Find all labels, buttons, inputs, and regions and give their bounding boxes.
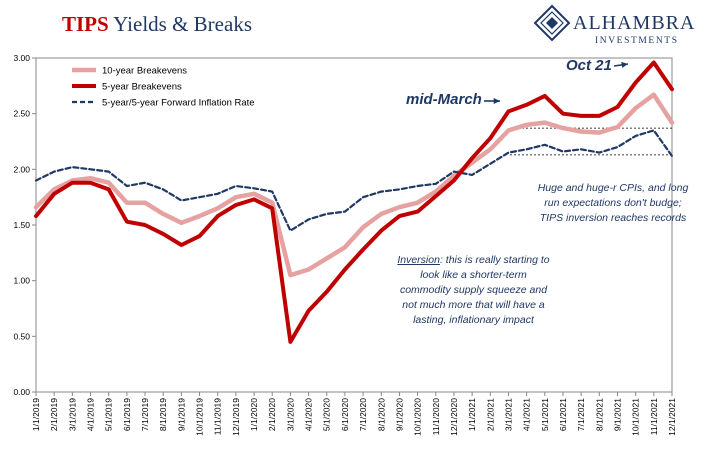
x-tick-label: 6/1/2020 bbox=[340, 398, 350, 431]
series-line-1 bbox=[34, 60, 674, 344]
x-tick-label: 5/1/2021 bbox=[540, 398, 550, 431]
x-tick-label: 9/1/2020 bbox=[394, 398, 404, 431]
x-tick-label: 5/1/2020 bbox=[322, 398, 332, 431]
y-tick-label: 1.00 bbox=[13, 276, 30, 286]
annotation-mid-march: mid-March bbox=[406, 91, 482, 108]
oct21-arrow-head bbox=[621, 61, 628, 68]
x-tick-label: 3/1/2020 bbox=[285, 398, 295, 431]
x-tick-label: 9/1/2021 bbox=[612, 398, 622, 431]
x-tick-label: 10/1/2020 bbox=[413, 398, 423, 436]
annotation-oct21: Oct 21 bbox=[566, 57, 612, 74]
chart-title: TIPS Yields & Breaks bbox=[62, 12, 252, 37]
x-tick-label: 4/1/2020 bbox=[304, 398, 314, 431]
x-tick-label: 4/1/2021 bbox=[522, 398, 532, 431]
x-tick-label: 11/1/2020 bbox=[431, 398, 441, 435]
y-tick-label: 2.50 bbox=[13, 109, 30, 119]
chart-legend: 10-year Breakevens 5-year Breakevens 5-yea… bbox=[72, 66, 255, 109]
x-tick-label: 7/1/2020 bbox=[358, 398, 368, 431]
legend-label-0: 10-year Breakevens bbox=[102, 66, 187, 77]
alhambra-logo: ALHAMBRA INVESTMENTS bbox=[533, 4, 701, 54]
chart-axes: 0.00 0.50 1.00 1.50 2.00 2.50 3.00 1/1/2019 2/1/… bbox=[13, 53, 677, 436]
chart-title-highlight: TIPS bbox=[62, 12, 109, 36]
x-tick-label: 10/1/2019 bbox=[195, 398, 205, 436]
x-tick-label: 1/1/2020 bbox=[249, 398, 259, 431]
x-tick-label: 3/1/2021 bbox=[503, 398, 513, 431]
series-line-0 bbox=[33, 92, 675, 278]
x-tick-label: 5/1/2019 bbox=[104, 398, 114, 431]
x-tick-label: 8/1/2020 bbox=[376, 398, 386, 431]
annotation-inversion-text: : this is really starting to look like a… bbox=[399, 254, 550, 326]
x-tick-label: 11/1/2019 bbox=[213, 398, 223, 435]
chart-series bbox=[33, 60, 675, 344]
annotation-inversion-key: Inversion bbox=[397, 254, 440, 266]
x-tick-label: 7/1/2019 bbox=[140, 398, 150, 431]
x-tick-label: 8/1/2021 bbox=[594, 398, 604, 431]
x-tick-label: 2/1/2021 bbox=[485, 398, 495, 431]
y-tick-label: 0.50 bbox=[13, 331, 30, 341]
y-tick-label: 1.50 bbox=[13, 220, 30, 230]
x-tick-label: 9/1/2019 bbox=[176, 398, 186, 431]
x-tick-label: 1/1/2021 bbox=[467, 398, 477, 431]
x-tick-label: 6/1/2019 bbox=[122, 398, 132, 431]
x-tick-label: 12/1/2019 bbox=[231, 398, 241, 436]
x-tick-label: 1/1/2019 bbox=[31, 398, 41, 431]
annotation-inversion: Inversion: this is really starting to lo… bbox=[396, 253, 551, 328]
annotation-huge-cpis: Huge and huge-r CPIs, and long run expec… bbox=[537, 182, 689, 224]
chart-title-rest: Yields & Breaks bbox=[113, 12, 252, 36]
logo-subtitle: INVESTMENTS bbox=[595, 36, 679, 46]
diamond-logo-icon bbox=[533, 4, 571, 42]
x-tick-label: 7/1/2021 bbox=[576, 398, 586, 431]
x-tick-label: 6/1/2021 bbox=[558, 398, 568, 431]
x-tick-label: 8/1/2019 bbox=[158, 398, 168, 431]
y-tick-label: 0.00 bbox=[13, 387, 30, 397]
reference-lines bbox=[510, 127, 672, 156]
y-tick-label: 2.00 bbox=[13, 164, 30, 174]
x-tick-label: 12/1/2021 bbox=[667, 398, 677, 436]
legend-label-2: 5-year/5-year Forward Inflation Rate bbox=[102, 98, 255, 109]
series-line-2 bbox=[34, 129, 674, 232]
x-tick-label: 10/1/2021 bbox=[631, 398, 641, 436]
y-tick-label: 3.00 bbox=[13, 53, 30, 63]
x-tick-label: 3/1/2019 bbox=[67, 398, 77, 431]
x-tick-label: 2/1/2020 bbox=[267, 398, 277, 431]
x-tick-label: 12/1/2020 bbox=[449, 398, 459, 436]
legend-label-1: 5-year Breakevens bbox=[102, 82, 182, 93]
x-tick-label: 11/1/2021 bbox=[649, 398, 659, 435]
x-tick-label: 2/1/2019 bbox=[49, 398, 59, 431]
mid-march-arrow-head bbox=[493, 98, 500, 104]
logo-name: ALHAMBRA bbox=[573, 12, 696, 34]
x-tick-label: 4/1/2019 bbox=[86, 398, 96, 431]
